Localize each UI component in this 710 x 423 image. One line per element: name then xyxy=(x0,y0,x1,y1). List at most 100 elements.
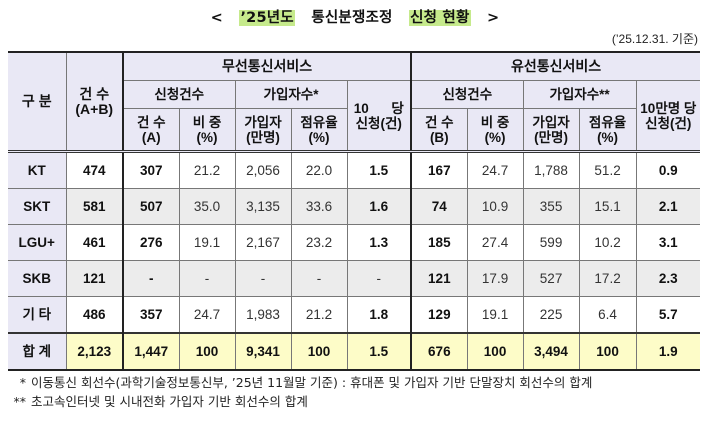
cell-wireless-market-share: 23.2 xyxy=(290,224,348,261)
header-wireless-subscribers: 가입자수* xyxy=(234,80,348,109)
title-open-bracket: < xyxy=(210,10,223,26)
cell-wired-per-100k: 2.3 xyxy=(635,260,701,297)
header-wireless-market-share-label: 점유율 xyxy=(300,114,338,130)
cell-wired-share: 17.9 xyxy=(466,260,524,297)
cell-wireless-per-100k: 1.3 xyxy=(346,224,412,261)
header-wired-per-100k-line1: 10만명 당 xyxy=(640,100,697,116)
cell-wired-per-100k: 1.9 xyxy=(635,332,701,371)
footnote-1: * 이동통신 회선수(과학기술정보통신부, ’25년 11월말 기준) : 휴대폰… xyxy=(8,373,593,392)
cell-wireless-share: 35.0 xyxy=(178,188,236,225)
header-wireless-subs-label: 가입자 xyxy=(244,114,282,130)
cell-wireless-market-share: 21.2 xyxy=(290,296,348,334)
table-row-others: 기 타 486 357 24.7 1,983 21.2 1.8 129 19.1… xyxy=(8,296,701,334)
header-wireless: 무선통신서비스 xyxy=(121,51,412,81)
cell-wireless-subs: 2,056 xyxy=(234,151,292,189)
header-wired-share: 비 중 (%) xyxy=(466,108,524,153)
header-wireless-per-100k-line1: 10 당 xyxy=(353,100,404,116)
cell-wired-share: 27.4 xyxy=(466,224,524,261)
footnote-2-text: 초고속인터넷 및 시내전화 가입자 기반 회선수의 합계 xyxy=(31,394,308,409)
header-wireless-per-100k: 10 당 신청(건) xyxy=(346,80,412,153)
header-wireless-market-share: 점유율 (%) xyxy=(290,108,348,153)
footnotes: * 이동통신 회선수(과학기술정보통신부, ’25년 11월말 기준) : 휴대폰… xyxy=(8,373,593,411)
as-of-date: (’25.12.31. 기준) xyxy=(611,32,698,46)
cell-wired-subs: 355 xyxy=(522,188,580,225)
header-wired-market-share: 점유율 (%) xyxy=(578,108,637,153)
title-status-highlight: 신청 현황 xyxy=(409,10,471,26)
header-category: 구 분 xyxy=(8,51,67,153)
cell-wired-subs: 599 xyxy=(522,224,580,261)
cell-wired-market-share: 6.4 xyxy=(578,296,637,334)
header-wireless-count-label: 건 수 xyxy=(136,114,166,130)
footnote-1-mark: * xyxy=(19,375,26,390)
page-title: < ’25년도 통신분쟁조정 신청 현황 > xyxy=(0,6,710,27)
footnote-1-text: 이동통신 회선수(과학기술정보통신부, ’25년 11월말 기준) : 휴대폰 … xyxy=(31,375,593,390)
cell-wired-count: 676 xyxy=(410,332,468,371)
cell-wireless-count: 1,447 xyxy=(122,332,180,371)
header-wired-market-share-label: 점유율 xyxy=(588,114,627,130)
cell-wired-count: 167 xyxy=(410,151,468,189)
header-wired-subscribers: 가입자수** xyxy=(522,80,637,109)
row-label: 기 타 xyxy=(8,296,67,334)
cell-wireless-market-share: - xyxy=(290,260,348,297)
cell-wireless-per-100k: 1.6 xyxy=(346,188,412,225)
row-label: SKB xyxy=(8,260,67,297)
table-row-total: 합 계 2,123 1,447 100 9,341 100 1.5 676 10… xyxy=(8,332,701,371)
cell-wireless-subs: 9,341 xyxy=(234,332,292,371)
cell-wired-market-share: 10.2 xyxy=(578,224,637,261)
cell-wireless-count: - xyxy=(122,260,180,297)
cell-wireless-per-100k: 1.8 xyxy=(346,296,412,334)
header-total-count-label: 건 수 xyxy=(79,85,110,102)
header-wired-applications: 신청건수 xyxy=(410,80,524,109)
cell-wired-share: 24.7 xyxy=(466,151,524,189)
header-wireless-count-sub: (A) xyxy=(141,129,161,145)
cell-wireless-per-100k: 1.5 xyxy=(346,151,412,189)
cell-total: 486 xyxy=(65,296,124,334)
row-label: KT xyxy=(8,151,67,189)
title-subject: 통신분쟁조정 xyxy=(311,10,393,26)
title-close-bracket: > xyxy=(487,10,500,26)
cell-wired-share: 19.1 xyxy=(466,296,524,334)
header-wired-per-100k-line2: 신청(건) xyxy=(645,115,692,131)
cell-total: 121 xyxy=(65,260,124,297)
table-row-lgu: LGU+ 461 276 19.1 2,167 23.2 1.3 185 27.… xyxy=(8,224,701,261)
cell-wireless-count: 507 xyxy=(122,188,180,225)
cell-wired-market-share: 51.2 xyxy=(578,151,637,189)
cell-total: 461 xyxy=(65,224,124,261)
cell-wireless-share: 100 xyxy=(178,332,236,371)
cell-wired-per-100k: 0.9 xyxy=(635,151,701,189)
cell-wired-market-share: 17.2 xyxy=(578,260,637,297)
cell-wired-count: 121 xyxy=(410,260,468,297)
cell-wired-market-share: 100 xyxy=(578,332,637,371)
header-wired-subs-sub: (만명) xyxy=(534,129,568,145)
cell-wired-count: 129 xyxy=(410,296,468,334)
header-wireless-share-label: 비 중 xyxy=(192,114,222,130)
header-total-count-sub: (A+B) xyxy=(75,100,114,117)
table-row-skt: SKT 581 507 35.0 3,135 33.6 1.6 74 10.9 … xyxy=(8,188,701,225)
row-label: SKT xyxy=(8,188,67,225)
cell-wired-subs: 527 xyxy=(522,260,580,297)
cell-wireless-market-share: 22.0 xyxy=(290,151,348,189)
cell-wireless-share: - xyxy=(178,260,236,297)
cell-wireless-share: 19.1 xyxy=(178,224,236,261)
cell-wireless-share: 21.2 xyxy=(178,151,236,189)
cell-total: 581 xyxy=(65,188,124,225)
header-wireless-market-share-sub: (%) xyxy=(308,129,330,145)
header-wired: 유선통신서비스 xyxy=(410,51,701,81)
cell-wired-share: 100 xyxy=(466,332,524,371)
cell-total: 474 xyxy=(65,151,124,189)
row-label: 합 계 xyxy=(8,332,67,371)
footnote-2-mark: ** xyxy=(13,394,27,409)
cell-wireless-market-share: 33.6 xyxy=(290,188,348,225)
cell-wired-subs: 3,494 xyxy=(522,332,580,371)
cell-wired-market-share: 15.1 xyxy=(578,188,637,225)
cell-wireless-count: 357 xyxy=(122,296,180,334)
cell-wireless-subs: 1,983 xyxy=(234,296,292,334)
title-year-highlight: ’25년도 xyxy=(239,10,295,26)
header-wireless-share-sub: (%) xyxy=(196,129,218,145)
header-wireless-applications: 신청건수 xyxy=(122,80,236,109)
cell-wireless-subs: 3,135 xyxy=(234,188,292,225)
footnote-2: ** 초고속인터넷 및 시내전화 가입자 기반 회선수의 합계 xyxy=(8,392,592,411)
table-row-skb: SKB 121 - - - - - 121 17.9 527 17.2 2.3 xyxy=(8,260,701,297)
cell-total: 2,123 xyxy=(65,332,124,371)
cell-wired-subs: 1,788 xyxy=(522,151,580,189)
